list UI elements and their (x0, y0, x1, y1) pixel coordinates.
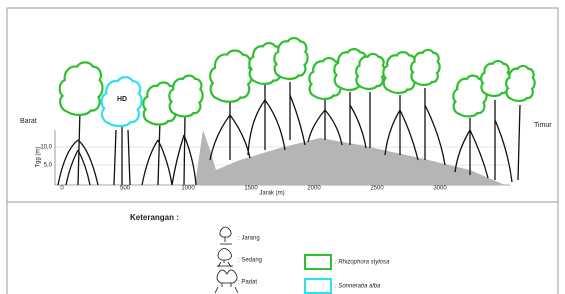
y-tick-label: 10,0 (40, 145, 52, 151)
species-legend: : Rhizophora stylosa : Sonneratia alba (335, 260, 390, 290)
x-axis-label: Jarak (m) (259, 191, 284, 197)
swatch-rhizophora (305, 255, 331, 269)
legend-title: Keterangan : (130, 213, 179, 222)
x-tick-label: 3000 (433, 186, 447, 192)
x-ticks: 0 500 1000 1500 2000 2500 3000 (60, 186, 447, 192)
x-tick-label: 500 (120, 186, 131, 192)
x-tick-label: 0 (60, 186, 64, 192)
diagram: HD Barat Timur Tgg (m) 10,05,0 050010001… (0, 0, 565, 294)
x-tick-label: 2500 (370, 186, 384, 192)
x-tick-label: 1000 (181, 186, 195, 192)
species-label: : Sonneratia alba (335, 284, 381, 290)
west-label: Barat (20, 118, 37, 125)
density-label: : Sedang (238, 258, 262, 264)
crown-label: HD (117, 96, 127, 103)
x-tick-label: 1500 (244, 186, 258, 192)
density-label: : Padat (238, 280, 257, 286)
east-label: Timur (534, 122, 552, 129)
y-ticks: 10,0 5,0 (40, 145, 52, 169)
density-legend: : Jarang : Sedang : Padat (238, 236, 262, 286)
species-label: : Rhizophora stylosa (335, 260, 390, 266)
swatch-sonneratia (305, 279, 331, 293)
density-icons (215, 227, 238, 293)
x-tick-label: 2000 (307, 186, 321, 192)
density-label: : Jarang (238, 236, 260, 242)
y-tick-label: 5,0 (44, 163, 53, 169)
